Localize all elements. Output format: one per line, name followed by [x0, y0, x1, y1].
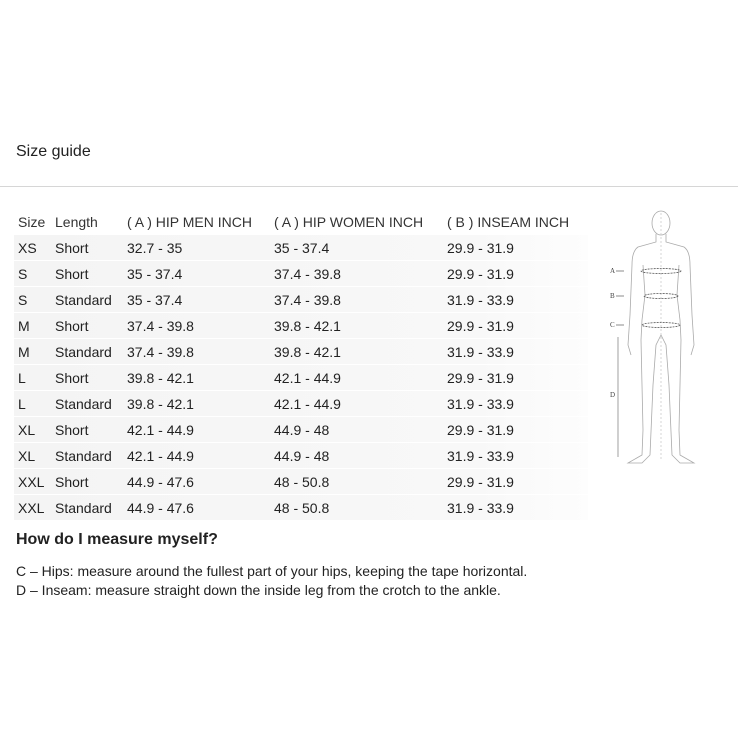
- cell-inseam: 29.9 - 31.9: [447, 370, 514, 386]
- label-d: D: [610, 391, 615, 399]
- cell-hip-women: 44.9 - 48: [274, 422, 330, 438]
- cell-hip-men: 42.1 - 44.9: [127, 448, 194, 464]
- table-row: XXL Short 44.9 - 47.6 48 - 50.8 29.9 - 31.9: [14, 469, 588, 495]
- measure-inseam-text: D – Inseam: measure straight down the in…: [16, 582, 501, 598]
- header-hip-men: ( A ) HIP MEN INCH: [127, 214, 252, 230]
- cell-inseam: 29.9 - 31.9: [447, 422, 514, 438]
- divider: [0, 186, 738, 187]
- cell-hip-women: 37.4 - 39.8: [274, 266, 341, 282]
- cell-inseam: 31.9 - 33.9: [447, 396, 514, 412]
- cell-size: XL: [18, 422, 36, 438]
- label-b: B: [610, 292, 615, 300]
- cell-hip-women: 44.9 - 48: [274, 448, 330, 464]
- header-inseam: ( B ) INSEAM INCH: [447, 214, 570, 230]
- cell-hip-women: 35 - 37.4: [274, 240, 330, 256]
- cell-length: Short: [55, 422, 89, 438]
- cell-inseam: 31.9 - 33.9: [447, 292, 514, 308]
- cell-length: Short: [55, 318, 89, 334]
- cell-inseam: 31.9 - 33.9: [447, 448, 514, 464]
- cell-length: Standard: [55, 292, 112, 308]
- cell-inseam: 29.9 - 31.9: [447, 266, 514, 282]
- cell-size: L: [18, 370, 26, 386]
- table-row: M Standard 37.4 - 39.8 39.8 - 42.1 31.9 - 33…: [14, 339, 588, 365]
- cell-size: XXL: [18, 474, 45, 490]
- cell-size: L: [18, 396, 26, 412]
- cell-hip-men: 42.1 - 44.9: [127, 422, 194, 438]
- table-row: L Short 39.8 - 42.1 42.1 - 44.9 29.9 - 31.9: [14, 365, 588, 391]
- cell-hip-men: 37.4 - 39.8: [127, 318, 194, 334]
- cell-hip-women: 39.8 - 42.1: [274, 318, 341, 334]
- cell-inseam: 29.9 - 31.9: [447, 474, 514, 490]
- cell-length: Short: [55, 370, 89, 386]
- table-header-row: Size Length ( A ) HIP MEN INCH ( A ) HIP…: [14, 209, 588, 235]
- cell-hip-women: 37.4 - 39.8: [274, 292, 341, 308]
- cell-length: Standard: [55, 448, 112, 464]
- page-title: Size guide: [16, 143, 91, 160]
- table-row: XS Short 32.7 - 35 35 - 37.4 29.9 - 31.9: [14, 235, 588, 261]
- measure-hips-text: C – Hips: measure around the fullest par…: [16, 563, 528, 579]
- cell-length: Short: [55, 474, 89, 490]
- cell-length: Short: [55, 240, 89, 256]
- cell-hip-women: 42.1 - 44.9: [274, 370, 341, 386]
- size-table: Size Length ( A ) HIP MEN INCH ( A ) HIP…: [14, 209, 588, 521]
- cell-length: Standard: [55, 344, 112, 360]
- cell-hip-men: 37.4 - 39.8: [127, 344, 194, 360]
- cell-inseam: 31.9 - 33.9: [447, 344, 514, 360]
- table-row: M Short 37.4 - 39.8 39.8 - 42.1 29.9 - 31.9: [14, 313, 588, 339]
- cell-size: XL: [18, 448, 36, 464]
- table-row: XL Standard 42.1 - 44.9 44.9 - 48 31.9 - 33.…: [14, 443, 588, 469]
- header-size: Size: [18, 214, 46, 230]
- table-row: L Standard 39.8 - 42.1 42.1 - 44.9 31.9 - 33…: [14, 391, 588, 417]
- cell-inseam: 29.9 - 31.9: [447, 318, 514, 334]
- header-hip-women: ( A ) HIP WOMEN INCH: [274, 214, 424, 230]
- cell-hip-men: 44.9 - 47.6: [127, 500, 194, 516]
- cell-size: S: [18, 292, 28, 308]
- cell-size: S: [18, 266, 28, 282]
- cell-inseam: 29.9 - 31.9: [447, 240, 514, 256]
- cell-length: Standard: [55, 500, 112, 516]
- table-row: S Standard 35 - 37.4 37.4 - 39.8 31.9 - 33.9: [14, 287, 588, 313]
- measure-heading: How do I measure myself?: [16, 531, 218, 548]
- cell-hip-men: 32.7 - 35: [127, 240, 183, 256]
- cell-hip-women: 39.8 - 42.1: [274, 344, 341, 360]
- table-row: S Short 35 - 37.4 37.4 - 39.8 29.9 - 31.9: [14, 261, 588, 287]
- cell-hip-men: 39.8 - 42.1: [127, 370, 194, 386]
- cell-length: Standard: [55, 396, 112, 412]
- cell-size: M: [18, 318, 30, 334]
- label-a: A: [610, 267, 615, 275]
- cell-hip-women: 48 - 50.8: [274, 474, 330, 490]
- cell-size: M: [18, 344, 30, 360]
- cell-hip-men: 44.9 - 47.6: [127, 474, 194, 490]
- cell-length: Short: [55, 266, 89, 282]
- label-c: C: [610, 321, 615, 329]
- cell-size: XXL: [18, 500, 45, 516]
- cell-hip-men: 35 - 37.4: [127, 292, 183, 308]
- cell-inseam: 31.9 - 33.9: [447, 500, 514, 516]
- cell-hip-women: 48 - 50.8: [274, 500, 330, 516]
- body-measurement-figure: A B C D: [610, 210, 696, 464]
- cell-hip-women: 42.1 - 44.9: [274, 396, 341, 412]
- table-row: XL Short 42.1 - 44.9 44.9 - 48 29.9 - 31.9: [14, 417, 588, 443]
- table-row: XXL Standard 44.9 - 47.6 48 - 50.8 31.9 - 33…: [14, 495, 588, 521]
- cell-size: XS: [18, 240, 37, 256]
- header-length: Length: [55, 214, 98, 230]
- cell-hip-men: 39.8 - 42.1: [127, 396, 194, 412]
- cell-hip-men: 35 - 37.4: [127, 266, 183, 282]
